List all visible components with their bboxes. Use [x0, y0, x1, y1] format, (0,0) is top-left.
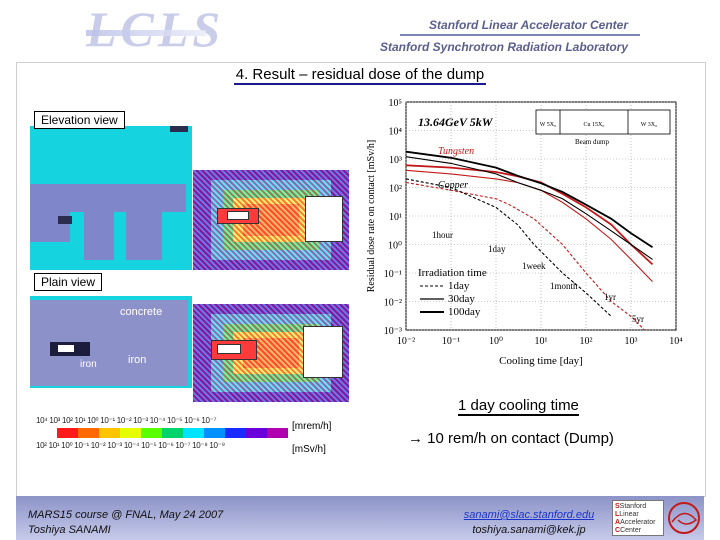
- swirl-logo-icon: [668, 502, 700, 534]
- series-line-copper-1day: [405, 178, 612, 317]
- contact-dose-result: → 10 rem/h on contact (Dump): [408, 430, 614, 447]
- y-tick-label: 10¹: [389, 212, 402, 223]
- y-axis-label: Residual dose rate on contact [mSv/h]: [366, 140, 377, 292]
- plain-geometry-image: [30, 296, 192, 388]
- series-line-copper-30day: [405, 156, 653, 260]
- material-label-copper: Copper: [438, 180, 468, 191]
- series-line-tungsten-1day: [405, 181, 645, 331]
- x-tick-label: 10²: [580, 336, 593, 347]
- header-divider: [400, 34, 640, 36]
- y-tick-label: 10⁻³: [384, 326, 402, 337]
- y-tick-label: 10⁻¹: [384, 269, 402, 280]
- x-axis-label: Cooling time [day]: [499, 355, 583, 367]
- scale-swatch: [183, 428, 204, 438]
- scale-swatch: [267, 428, 288, 438]
- slac-logo: SStanford LLinear AAccelerator CCenter: [612, 500, 664, 536]
- inset-cell-w1: W 5X₀: [540, 122, 556, 128]
- chart-title: 13.64GeV 5kW: [418, 115, 494, 129]
- lcls-logo: LCLS: [86, 1, 225, 57]
- scale-swatch: [57, 428, 78, 438]
- footer-email-kek: toshiya.sanami@kek.jp: [472, 524, 586, 536]
- x-tick-label: 10¹: [535, 336, 548, 347]
- x-tick-label: 10⁰: [489, 336, 503, 347]
- legend-30day: 30day: [448, 293, 475, 305]
- x-tick-label: 10⁴: [669, 336, 683, 347]
- chart-legend: Irradiation time 1day 30day 100day: [418, 267, 487, 318]
- time-annotation-1day: 1day: [488, 244, 506, 254]
- iron-label-1: iron: [80, 359, 97, 370]
- legend-title: Irradiation time: [418, 267, 487, 279]
- iron-label-2: iron: [128, 354, 147, 366]
- beam-dump-inset: W 5X₀ Cu 15X₀ W 3X₀ Beam dump: [535, 109, 671, 146]
- residual-dose-chart: 10⁻² 10⁻¹ 10⁰ 10¹ 10² 10³ 10⁴ 10⁻³10⁻²10⁻¹10⁰1…: [366, 98, 683, 367]
- x-tick-label: 10⁻¹: [442, 336, 460, 347]
- logo-swoosh: [86, 30, 206, 36]
- scale-swatch: [120, 428, 141, 438]
- series-line-tungsten-30day: [405, 169, 653, 282]
- mrem-scale-ticks: 10⁴ 10³ 10² 10¹ 10⁰ 10⁻¹ 10⁻² 10⁻³ 10⁻⁴ …: [36, 416, 217, 425]
- material-label-tungsten: Tungsten: [438, 146, 474, 157]
- scale-swatch: [204, 428, 225, 438]
- y-tick-label: 10⁰: [388, 241, 402, 252]
- footer-author: Toshiya SANAMI: [28, 524, 111, 536]
- org-ssrl: Stanford Synchrotron Radiation Laborator…: [379, 40, 628, 54]
- dose-color-scale: [36, 428, 288, 438]
- legend-100day: 100day: [448, 306, 481, 318]
- time-annotation-1hour: 1hour: [432, 230, 453, 240]
- org-slac: Stanford Linear Accelerator Center: [429, 18, 628, 32]
- y-tick-label: 10⁻²: [384, 298, 402, 309]
- series-line-copper-100day: [405, 150, 653, 249]
- mrem-unit: [mrem/h]: [292, 421, 332, 432]
- footer-email-slac[interactable]: sanami@slac.stanford.edu: [463, 509, 595, 521]
- slide-header: LCLS Stanford Linear Accelerator Center …: [0, 0, 720, 62]
- elevation-view-label: Elevation view: [34, 111, 125, 129]
- inset-cell-cu: Cu 15X₀: [584, 122, 605, 128]
- inset-cell-w2: W 3X₀: [641, 122, 657, 128]
- footer-course: MARS15 course @ FNAL, May 24 2007: [28, 509, 224, 521]
- time-annotation-5yr: 5yr: [632, 314, 644, 324]
- scale-swatch: [36, 428, 57, 438]
- y-tick-label: 10³: [389, 155, 402, 166]
- scale-swatch: [78, 428, 99, 438]
- footer-left: MARS15 course @ FNAL, May 24 2007 Toshiy…: [28, 508, 223, 538]
- scale-swatch: [99, 428, 120, 438]
- time-annotation-1yr: 1yr: [604, 292, 616, 302]
- legend-1day: 1day: [448, 280, 470, 292]
- plain-dose-map: [193, 304, 349, 402]
- footer-right: sanami@slac.stanford.edu toshiya.sanami@…: [456, 508, 602, 538]
- msv-unit: [mSv/h]: [292, 444, 326, 455]
- elevation-dose-map: [193, 170, 349, 270]
- scale-swatch: [162, 428, 183, 438]
- scale-swatch: [225, 428, 246, 438]
- y-tick-label: 10²: [389, 184, 402, 195]
- msv-scale-ticks: 10² 10¹ 10⁰ 10⁻¹ 10⁻² 10⁻³ 10⁻⁴ 10⁻⁵ 10⁻…: [36, 441, 225, 450]
- y-tick-label: 10⁴: [389, 127, 403, 138]
- plain-view-label: Plain view: [34, 273, 103, 291]
- elevation-geometry-image: [30, 126, 192, 270]
- scale-swatch: [141, 428, 162, 438]
- concrete-label: concrete: [120, 306, 163, 318]
- time-annotation-1week: 1week: [522, 261, 546, 271]
- inset-caption: Beam dump: [575, 138, 610, 146]
- slide-footer: [16, 496, 704, 540]
- x-tick-label: 10³: [625, 336, 638, 347]
- slide-title: 4. Result – residual dose of the dump: [233, 66, 487, 85]
- cooling-time-heading: 1 day cooling time: [458, 397, 579, 416]
- x-tick-label: 10⁻²: [397, 336, 415, 347]
- y-tick-label: 10⁵: [389, 98, 403, 109]
- time-annotation-1month: 1month: [550, 281, 578, 291]
- scale-swatch: [246, 428, 267, 438]
